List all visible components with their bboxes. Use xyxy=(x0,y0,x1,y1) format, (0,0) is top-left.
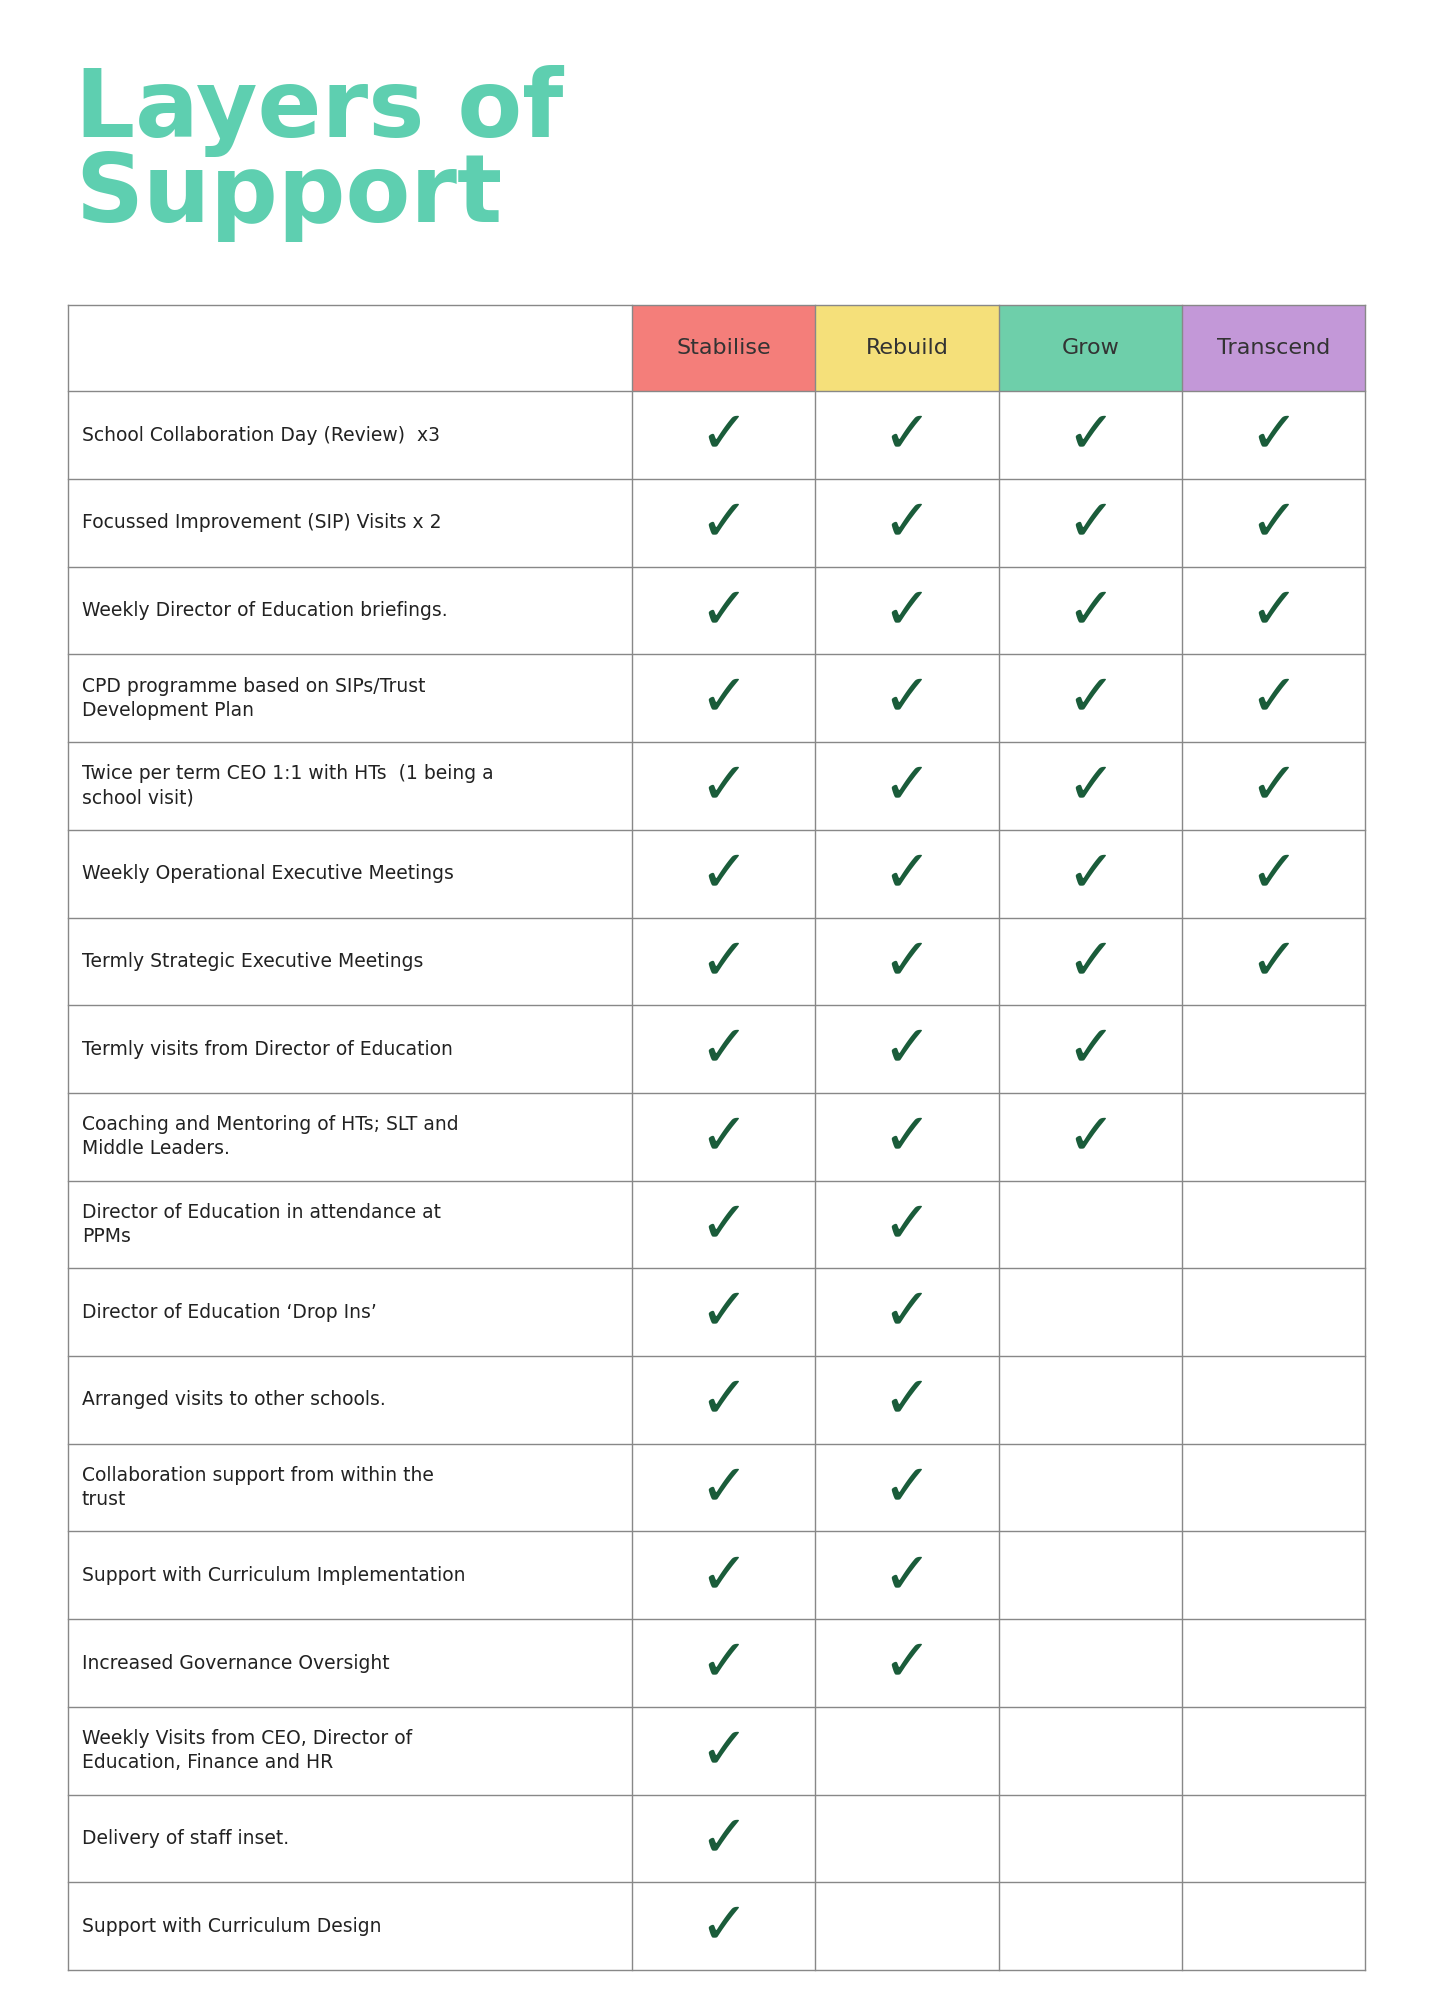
Text: ✓: ✓ xyxy=(882,494,931,552)
Text: Collaboration support from within the
trust: Collaboration support from within the tr… xyxy=(82,1466,434,1510)
Text: ✓: ✓ xyxy=(1249,758,1297,814)
Text: Rebuild: Rebuild xyxy=(865,338,948,358)
Text: Termly visits from Director of Education: Termly visits from Director of Education xyxy=(82,1040,453,1058)
Text: ✓: ✓ xyxy=(882,1546,931,1604)
Text: ✓: ✓ xyxy=(882,1196,931,1252)
Text: Weekly Operational Executive Meetings: Weekly Operational Executive Meetings xyxy=(82,864,454,884)
Text: Grow: Grow xyxy=(1061,338,1120,358)
Bar xyxy=(1181,304,1365,392)
Text: ✓: ✓ xyxy=(699,406,749,464)
Text: ✓: ✓ xyxy=(882,1460,931,1516)
Text: ✓: ✓ xyxy=(882,1020,931,1078)
Text: ✓: ✓ xyxy=(1249,670,1297,726)
Text: Stabilise: Stabilise xyxy=(676,338,770,358)
Text: CPD programme based on SIPs/Trust
Development Plan: CPD programme based on SIPs/Trust Develo… xyxy=(82,676,425,720)
Text: Coaching and Mentoring of HTs; SLT and
Middle Leaders.: Coaching and Mentoring of HTs; SLT and M… xyxy=(82,1116,458,1158)
Text: ✓: ✓ xyxy=(699,1722,749,1780)
Text: ✓: ✓ xyxy=(1065,406,1114,464)
Text: ✓: ✓ xyxy=(882,582,931,640)
Text: Arranged visits to other schools.: Arranged visits to other schools. xyxy=(82,1390,385,1410)
Text: ✓: ✓ xyxy=(699,1460,749,1516)
Text: Twice per term CEO 1:1 with HTs  (1 being a
school visit): Twice per term CEO 1:1 with HTs (1 being… xyxy=(82,764,494,808)
Text: ✓: ✓ xyxy=(699,758,749,814)
Text: ✓: ✓ xyxy=(1249,406,1297,464)
Text: ✓: ✓ xyxy=(1249,494,1297,552)
Text: ✓: ✓ xyxy=(1065,758,1114,814)
Text: ✓: ✓ xyxy=(882,670,931,726)
Bar xyxy=(998,304,1181,392)
Text: ✓: ✓ xyxy=(699,1810,749,1866)
Text: ✓: ✓ xyxy=(882,932,931,990)
Text: Director of Education in attendance at
PPMs: Director of Education in attendance at P… xyxy=(82,1202,441,1246)
Text: ✓: ✓ xyxy=(882,1634,931,1692)
Text: Termly Strategic Executive Meetings: Termly Strategic Executive Meetings xyxy=(82,952,424,970)
Text: Transcend: Transcend xyxy=(1217,338,1330,358)
Text: ✓: ✓ xyxy=(882,406,931,464)
Text: ✓: ✓ xyxy=(1249,846,1297,902)
Text: Support with Curriculum Design: Support with Curriculum Design xyxy=(82,1916,381,1936)
Text: ✓: ✓ xyxy=(1249,582,1297,640)
Text: Director of Education ‘Drop Ins’: Director of Education ‘Drop Ins’ xyxy=(82,1302,377,1322)
Text: ✓: ✓ xyxy=(699,1372,749,1428)
Text: Support: Support xyxy=(74,150,503,242)
Text: ✓: ✓ xyxy=(882,1284,931,1340)
Text: Layers of: Layers of xyxy=(74,64,563,158)
Text: ✓: ✓ xyxy=(699,1284,749,1340)
Text: ✓: ✓ xyxy=(699,1020,749,1078)
Text: ✓: ✓ xyxy=(1065,494,1114,552)
Text: ✓: ✓ xyxy=(699,1634,749,1692)
Text: ✓: ✓ xyxy=(1249,932,1297,990)
Text: Delivery of staff inset.: Delivery of staff inset. xyxy=(82,1828,289,1848)
Text: ✓: ✓ xyxy=(699,494,749,552)
Text: ✓: ✓ xyxy=(1065,582,1114,640)
Text: ✓: ✓ xyxy=(699,582,749,640)
Text: ✓: ✓ xyxy=(1065,846,1114,902)
Text: ✓: ✓ xyxy=(882,758,931,814)
Text: ✓: ✓ xyxy=(882,1372,931,1428)
Bar xyxy=(815,304,998,392)
Text: Increased Governance Oversight: Increased Governance Oversight xyxy=(82,1654,390,1672)
Text: ✓: ✓ xyxy=(699,670,749,726)
Text: ✓: ✓ xyxy=(882,1108,931,1166)
Text: ✓: ✓ xyxy=(882,846,931,902)
Text: Weekly Visits from CEO, Director of
Education, Finance and HR: Weekly Visits from CEO, Director of Educ… xyxy=(82,1730,412,1772)
Text: ✓: ✓ xyxy=(699,1196,749,1252)
Text: ✓: ✓ xyxy=(699,932,749,990)
Text: School Collaboration Day (Review)  x3: School Collaboration Day (Review) x3 xyxy=(82,426,440,444)
Text: Focussed Improvement (SIP) Visits x 2: Focussed Improvement (SIP) Visits x 2 xyxy=(82,514,441,532)
Text: ✓: ✓ xyxy=(1065,670,1114,726)
Bar xyxy=(632,304,815,392)
Text: ✓: ✓ xyxy=(1065,1108,1114,1166)
Text: ✓: ✓ xyxy=(699,1546,749,1604)
Text: Support with Curriculum Implementation: Support with Curriculum Implementation xyxy=(82,1566,465,1584)
Text: ✓: ✓ xyxy=(699,846,749,902)
Text: Weekly Director of Education briefings.: Weekly Director of Education briefings. xyxy=(82,602,448,620)
Text: ✓: ✓ xyxy=(699,1108,749,1166)
Text: ✓: ✓ xyxy=(1065,1020,1114,1078)
Text: ✓: ✓ xyxy=(1065,932,1114,990)
Text: ✓: ✓ xyxy=(699,1898,749,1954)
